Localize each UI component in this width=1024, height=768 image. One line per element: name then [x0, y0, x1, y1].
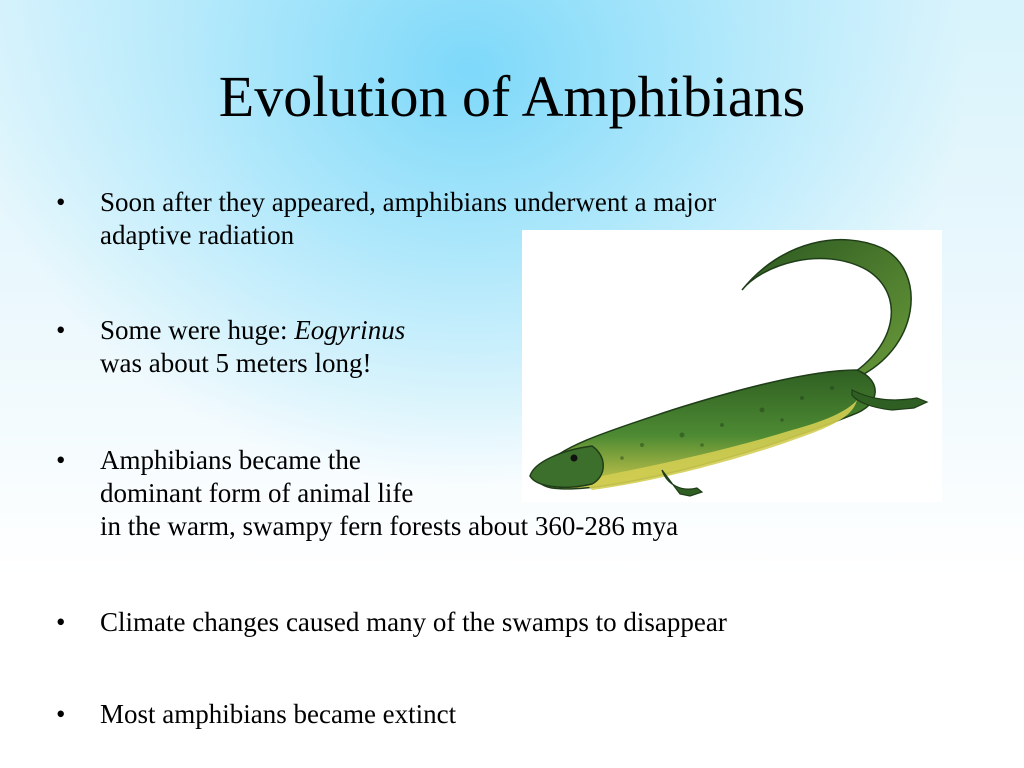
bullet-marker: •	[56, 187, 66, 217]
skin-spots	[620, 386, 834, 460]
bullet-text-line: adaptive radiation	[100, 220, 295, 250]
bullet-text-line: Some were huge: Eogyrinus	[100, 314, 920, 347]
bullet-text-line: Most amphibians became extinct	[100, 699, 457, 729]
bullet-marker: •	[56, 607, 66, 637]
species-name: Eogyrinus	[294, 315, 406, 345]
eogyrinus-illustration	[522, 230, 942, 502]
head-shape	[529, 445, 604, 489]
bullet-text-line: dominant form of animal life	[100, 478, 414, 508]
bullet-marker: •	[56, 445, 66, 475]
amphibian-drawing	[529, 238, 929, 497]
back-leg	[851, 389, 929, 411]
bullet-marker: •	[56, 315, 66, 345]
eye-shape	[570, 454, 578, 462]
slide-title: Evolution of Amphibians	[218, 64, 806, 129]
front-leg	[661, 469, 704, 497]
bullet-text-line: Climate changes caused many of the swamp…	[100, 607, 727, 637]
body-shape	[536, 369, 876, 490]
belly-shape	[582, 400, 857, 490]
bullet-text-line: Amphibians became the	[100, 445, 361, 475]
bullet-marker: •	[56, 699, 66, 729]
bullet-text-line: was about 5 meters long!	[100, 348, 372, 378]
bullet-text-prefix: Some were huge:	[100, 315, 295, 345]
bullet-text-line: Soon after they appeared, amphibians und…	[100, 187, 717, 217]
tail-shape	[741, 238, 912, 381]
bullet-text-line: in the warm, swampy fern forests about 3…	[100, 511, 679, 541]
